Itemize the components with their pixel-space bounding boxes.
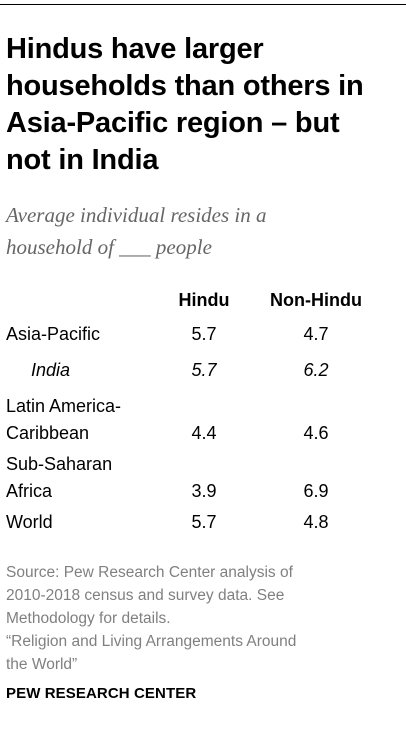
row-label: Asia-Pacific: [6, 324, 101, 344]
title-line: Hindus have larger: [6, 33, 264, 65]
chart-title: Hindus have larger households than other…: [6, 31, 402, 179]
title-line: not in India: [6, 144, 159, 176]
source-line: the World”: [6, 656, 78, 673]
cell-non-hindu-value: 4.8: [303, 512, 329, 532]
cell-hindu-value: 4.4: [191, 423, 217, 443]
row-label: Sub-Saharan: [6, 454, 113, 474]
subtitle-line: Average individual resides in a: [6, 203, 267, 227]
footer-credit: PEW RESEARCH CENTER: [6, 685, 197, 702]
title-line: households than others in: [6, 70, 364, 102]
column-header-non-hindu: Non-Hindu: [270, 290, 362, 310]
row-label: Caribbean: [6, 423, 90, 443]
data-table: Hindu Non-Hindu Asia-Pacific 5.7 4.7 India 5…: [6, 290, 362, 532]
chart-subtitle: Average individual resides in a househol…: [6, 199, 402, 263]
row-label: Africa: [6, 481, 53, 501]
row-label: World: [6, 512, 53, 532]
title-line: Asia-Pacific region – but: [6, 107, 340, 139]
row-label: Latin America-: [6, 396, 122, 416]
source-line: Source: Pew Research Center analysis of: [6, 564, 293, 581]
top-rule: [0, 4, 406, 5]
cell-non-hindu-value: 4.6: [303, 423, 329, 443]
column-header-hindu: Hindu: [178, 290, 230, 310]
cell-non-hindu-value: 6.2: [303, 360, 329, 380]
cell-hindu-value: 3.9: [191, 481, 217, 501]
source-line: Methodology for details.: [6, 610, 171, 627]
cell-non-hindu-value: 6.9: [303, 481, 329, 501]
cell-non-hindu-value: 4.7: [303, 324, 329, 344]
cell-hindu-value: 5.7: [191, 360, 217, 380]
source-line: 2010-2018 census and survey data. See: [6, 587, 285, 604]
cell-hindu-value: 5.7: [191, 324, 217, 344]
row-label: India: [31, 360, 71, 380]
source-line: “Religion and Living Arrangements Around: [6, 633, 297, 650]
source-note: Source: Pew Research Center analysis of …: [6, 561, 398, 676]
cell-hindu-value: 5.7: [191, 512, 217, 532]
subtitle-line: household of ___ people: [6, 235, 212, 259]
